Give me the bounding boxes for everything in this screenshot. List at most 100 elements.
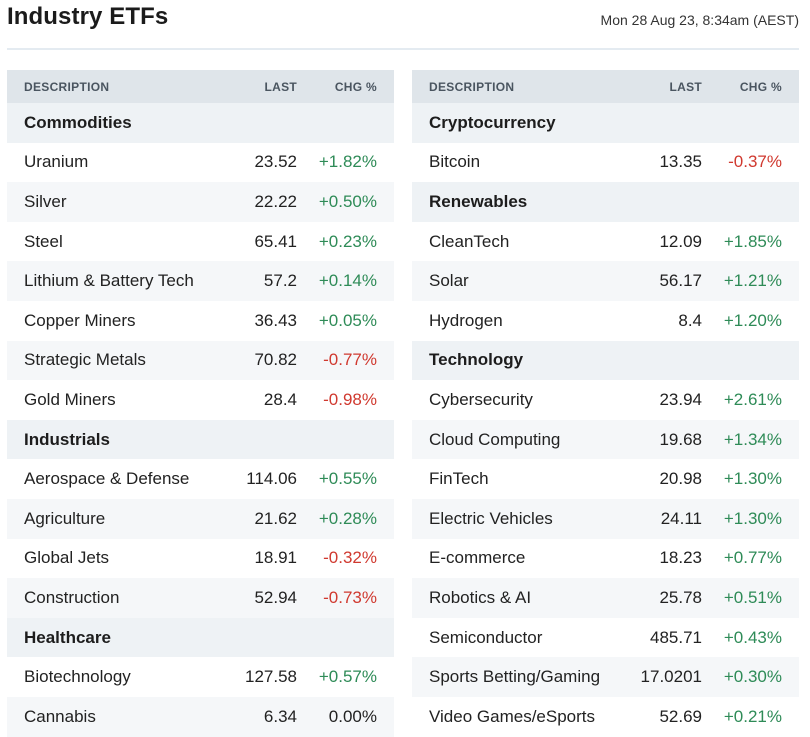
change-percent: +0.21% (723, 706, 782, 726)
table-row[interactable]: Biotechnology 127.58 +0.57% (7, 657, 394, 697)
table-row[interactable]: Video Games/eSports 52.69 +0.21% (412, 696, 799, 737)
change-percent: -0.32% (323, 548, 377, 568)
table-header: DESCRIPTION LAST CHG % (7, 70, 394, 103)
table-row[interactable]: Global Jets 18.91 -0.32% (7, 538, 394, 579)
header-divider (7, 48, 799, 50)
last-price: 52.69 (659, 706, 702, 726)
category-row: Cryptocurrency (412, 103, 799, 143)
table-row[interactable]: Silver 22.22 +0.50% (7, 182, 394, 222)
table-row[interactable]: Sports Betting/Gaming 17.0201 +0.30% (412, 657, 799, 697)
last-price: 18.91 (254, 548, 297, 568)
etf-name-link[interactable]: Strategic Metals (24, 350, 146, 370)
column-header-description[interactable]: DESCRIPTION (429, 79, 515, 94)
etf-name-link[interactable]: Robotics & AI (429, 587, 532, 607)
etf-name-link[interactable]: Cloud Computing (429, 429, 561, 449)
last-price: 57.2 (263, 271, 297, 291)
table-row[interactable]: Strategic Metals 70.82 -0.77% (7, 340, 394, 381)
table-row[interactable]: Semiconductor 485.71 +0.43% (412, 617, 799, 658)
change-percent: +1.21% (723, 271, 782, 291)
table-row[interactable]: Construction 52.94 -0.73% (7, 578, 394, 618)
last-price: 6.34 (263, 706, 297, 726)
column-header-last[interactable]: LAST (669, 79, 702, 94)
etf-name-link[interactable]: Biotechnology (24, 667, 131, 687)
etf-name-link[interactable]: Solar (429, 271, 469, 291)
last-price: 20.98 (659, 469, 702, 489)
category-row: Technology (412, 340, 799, 381)
etf-name-link[interactable]: Semiconductor (429, 627, 543, 647)
etf-name-link[interactable]: Video Games/eSports (429, 706, 595, 726)
column-header-chg[interactable]: CHG % (334, 79, 377, 94)
etf-name-link[interactable]: Cybersecurity (429, 389, 533, 409)
last-price: 8.4 (678, 310, 702, 330)
last-price: 19.68 (659, 429, 702, 449)
etf-name-link[interactable]: Cannabis (24, 706, 96, 726)
change-percent: +0.43% (723, 627, 782, 647)
etf-name-link[interactable]: Construction (24, 587, 120, 607)
last-price: 114.06 (246, 469, 297, 489)
change-percent: +1.20% (723, 310, 782, 330)
table-row[interactable]: Hydrogen 8.4 +1.20% (412, 300, 799, 341)
etf-name-link[interactable]: Uranium (24, 152, 89, 172)
table-row[interactable]: Aerospace & Defense 114.06 +0.55% (7, 459, 394, 499)
category-label: Cryptocurrency (429, 112, 556, 132)
column-header-last[interactable]: LAST (264, 79, 297, 94)
etf-name-link[interactable]: Steel (24, 231, 63, 251)
etf-name-link[interactable]: Gold Miners (24, 389, 116, 409)
table-row[interactable]: Cannabis 6.34 0.00% (7, 696, 394, 737)
table-row[interactable]: E-commerce 18.23 +0.77% (412, 538, 799, 579)
table-row[interactable]: Steel 65.41 +0.23% (7, 221, 394, 262)
change-percent: -0.37% (728, 152, 782, 172)
etf-table-right: DESCRIPTION LAST CHG % Cryptocurrency Bit… (412, 70, 799, 737)
table-row[interactable]: Gold Miners 28.4 -0.98% (7, 380, 394, 420)
last-price: 23.52 (254, 152, 297, 172)
change-percent: +1.30% (723, 469, 782, 489)
etf-name-link[interactable]: Silver (24, 191, 67, 211)
last-price: 56.17 (659, 271, 702, 291)
etf-name-link[interactable]: E-commerce (429, 548, 526, 568)
change-percent: -0.73% (323, 587, 377, 607)
last-price: 65.41 (254, 231, 297, 251)
change-percent: +0.51% (723, 587, 782, 607)
last-price: 12.09 (659, 231, 702, 251)
last-price: 13.35 (659, 152, 702, 172)
table-row[interactable]: Solar 56.17 +1.21% (412, 261, 799, 301)
change-percent: +2.61% (723, 389, 782, 409)
etf-name-link[interactable]: Copper Miners (24, 310, 136, 330)
change-percent: +1.82% (318, 152, 377, 172)
table-row[interactable]: FinTech 20.98 +1.30% (412, 459, 799, 499)
category-label: Renewables (429, 191, 528, 211)
table-row[interactable]: Robotics & AI 25.78 +0.51% (412, 578, 799, 618)
table-row[interactable]: Copper Miners 36.43 +0.05% (7, 300, 394, 341)
table-row[interactable]: Bitcoin 13.35 -0.37% (412, 142, 799, 183)
table-row[interactable]: Lithium & Battery Tech 57.2 +0.14% (7, 261, 394, 301)
table-row[interactable]: CleanTech 12.09 +1.85% (412, 221, 799, 262)
etf-name-link[interactable]: CleanTech (429, 231, 510, 251)
timestamp: Mon 28 Aug 23, 8:34am (AEST) (600, 12, 799, 28)
etf-name-link[interactable]: Electric Vehicles (429, 508, 553, 528)
etf-name-link[interactable]: Lithium & Battery Tech (24, 271, 194, 291)
category-label: Technology (429, 350, 524, 370)
etf-name-link[interactable]: Sports Betting/Gaming (429, 667, 601, 687)
last-price: 70.82 (254, 350, 297, 370)
table-row[interactable]: Uranium 23.52 +1.82% (7, 142, 394, 183)
last-price: 18.23 (659, 548, 702, 568)
last-price: 485.71 (650, 627, 702, 647)
etf-name-link[interactable]: Global Jets (24, 548, 110, 568)
column-header-description[interactable]: DESCRIPTION (24, 79, 110, 94)
table-row[interactable]: Cloud Computing 19.68 +1.34% (412, 419, 799, 460)
etf-name-link[interactable]: Aerospace & Defense (24, 469, 190, 489)
category-label: Industrials (24, 429, 110, 449)
etf-name-link[interactable]: Agriculture (24, 508, 106, 528)
table-row[interactable]: Agriculture 21.62 +0.28% (7, 498, 394, 539)
category-row: Renewables (412, 182, 799, 222)
table-row[interactable]: Electric Vehicles 24.11 +1.30% (412, 498, 799, 539)
etf-name-link[interactable]: Bitcoin (429, 152, 481, 172)
table-row[interactable]: Cybersecurity 23.94 +2.61% (412, 380, 799, 420)
change-percent: +0.28% (318, 508, 377, 528)
column-header-chg[interactable]: CHG % (739, 79, 782, 94)
last-price: 23.94 (659, 389, 702, 409)
last-price: 52.94 (254, 587, 297, 607)
etf-name-link[interactable]: Hydrogen (429, 310, 503, 330)
change-percent: -0.77% (323, 350, 377, 370)
etf-name-link[interactable]: FinTech (429, 469, 489, 489)
